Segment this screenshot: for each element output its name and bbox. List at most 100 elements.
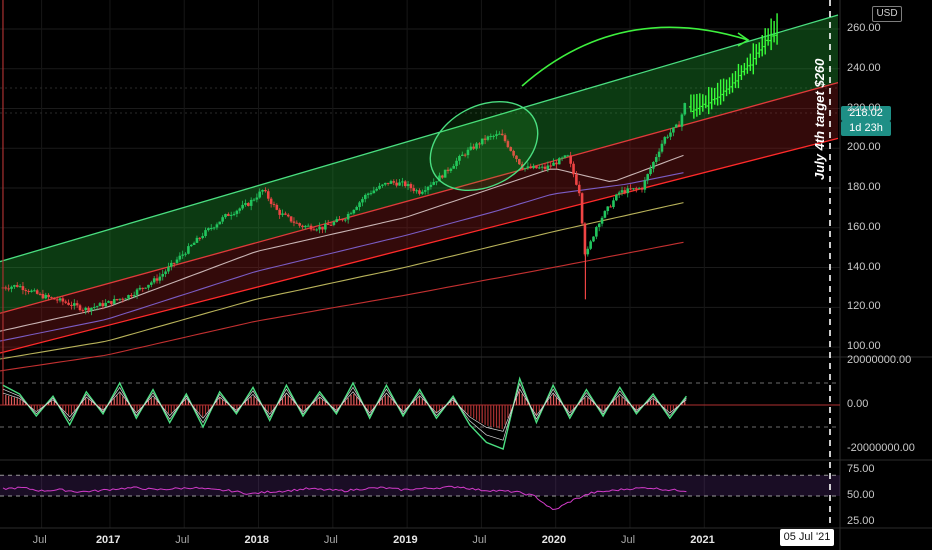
candle-body xyxy=(566,155,570,157)
osc-wave-line xyxy=(2,376,687,450)
time-tick-label: 2018 xyxy=(244,534,270,546)
candle-body xyxy=(446,169,450,171)
candle-body xyxy=(586,248,590,255)
candle-body xyxy=(264,189,267,192)
countdown-tag: 1d 23h xyxy=(841,121,891,136)
candle-body xyxy=(90,307,93,311)
candle-body xyxy=(483,138,487,140)
candle-body xyxy=(589,241,592,249)
candle-body xyxy=(346,214,350,220)
candle-body xyxy=(472,146,475,149)
candle-body xyxy=(415,190,418,192)
candle-body xyxy=(312,229,316,231)
price-tick-label: 180.00 xyxy=(847,181,881,194)
candle-body xyxy=(204,230,207,237)
candle-body xyxy=(44,294,48,299)
time-tick-label: Jul xyxy=(323,534,338,546)
candle-body xyxy=(677,124,681,127)
candle-body xyxy=(224,214,227,218)
price-candles xyxy=(1,102,687,316)
candle-body xyxy=(238,208,242,211)
candle-body xyxy=(623,190,627,194)
candle-body xyxy=(349,213,353,215)
candle-body xyxy=(218,221,222,225)
candle-body xyxy=(654,157,658,162)
candle-body xyxy=(600,217,604,224)
candle-body xyxy=(341,219,344,221)
candle-body xyxy=(212,227,216,229)
candle-body xyxy=(432,182,436,185)
time-tick-label: Jul xyxy=(175,534,190,546)
candle-body xyxy=(617,192,621,195)
candle-body xyxy=(15,285,19,287)
candle-body xyxy=(489,135,493,137)
candle-body xyxy=(366,193,370,195)
price-tick-label: 260.00 xyxy=(847,22,881,34)
candle-body xyxy=(466,149,470,156)
candle-body xyxy=(309,225,313,230)
candle-body xyxy=(155,278,159,281)
candle-body xyxy=(4,287,8,289)
osc-tick-label: 20000000.00 xyxy=(847,354,912,366)
candle-body xyxy=(184,253,187,255)
currency-badge[interactable]: USD xyxy=(872,6,902,22)
candle-body xyxy=(389,181,393,184)
candle-body xyxy=(440,175,444,178)
candle-body xyxy=(423,190,427,192)
candle-body xyxy=(418,190,421,194)
candle-body xyxy=(152,278,156,283)
candle-body xyxy=(669,132,672,137)
candle-body xyxy=(18,286,22,288)
candle-body xyxy=(95,306,99,308)
candle-body xyxy=(278,209,281,215)
candle-body xyxy=(130,295,133,297)
candle-body xyxy=(67,302,70,305)
candle-body xyxy=(209,228,213,230)
candle-body xyxy=(92,306,96,308)
candle-body xyxy=(406,184,410,187)
candle-body xyxy=(458,156,461,161)
candle-body xyxy=(98,303,102,307)
candle-body xyxy=(435,181,438,183)
candle-body xyxy=(235,210,239,214)
candle-body xyxy=(475,143,478,149)
candle-body xyxy=(107,301,110,303)
projection-bars xyxy=(688,13,778,119)
candle-body xyxy=(569,155,572,164)
candle-body xyxy=(112,299,116,304)
osc-wave-line xyxy=(2,382,687,441)
price-tick-label: 140.00 xyxy=(847,260,881,273)
candle-body xyxy=(135,289,139,295)
candle-body xyxy=(401,181,404,183)
candle-body xyxy=(469,146,473,150)
candle-body xyxy=(232,213,236,215)
candle-body xyxy=(266,191,270,199)
candle-body xyxy=(615,194,618,201)
ma-20-line xyxy=(0,154,684,332)
candle-body xyxy=(252,199,256,201)
candle-body xyxy=(463,154,467,156)
candle-body xyxy=(284,213,287,215)
candle-body xyxy=(124,298,127,300)
candle-body xyxy=(158,276,162,281)
candle-body xyxy=(27,290,30,292)
candle-body xyxy=(289,216,293,222)
rsi-tick-label: 25.00 xyxy=(847,515,875,527)
candle-body xyxy=(480,138,484,145)
candle-body xyxy=(281,213,284,215)
candle-body xyxy=(492,135,495,137)
candle-body xyxy=(272,203,276,205)
time-tick-label: Jul xyxy=(32,534,47,546)
candle-body xyxy=(301,225,304,228)
candle-body xyxy=(612,200,615,208)
candle-body xyxy=(64,301,68,303)
candle-body xyxy=(269,198,273,204)
candle-body xyxy=(549,165,553,167)
candle-body xyxy=(535,166,538,169)
candle-body xyxy=(192,242,196,245)
candle-body xyxy=(460,154,464,157)
candle-body xyxy=(560,157,564,159)
candle-body xyxy=(41,293,45,299)
